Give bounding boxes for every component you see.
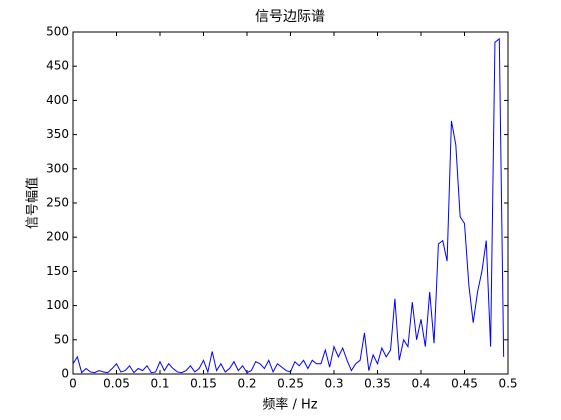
x-tick-label: 0.15 bbox=[190, 377, 217, 391]
x-tick-label: 0.35 bbox=[364, 377, 391, 391]
x-tick-label: 0.05 bbox=[103, 377, 130, 391]
y-tick-label: 350 bbox=[46, 127, 69, 141]
y-axis-label: 信号幅值 bbox=[25, 177, 41, 229]
y-tick-label: 200 bbox=[46, 230, 69, 244]
x-tick-label: 0.2 bbox=[237, 377, 256, 391]
y-tick-label: 400 bbox=[46, 93, 69, 107]
x-tick-label: 0.25 bbox=[277, 377, 304, 391]
y-tick-label: 50 bbox=[54, 332, 69, 346]
x-tick-label: 0.1 bbox=[150, 377, 169, 391]
y-tick-label: 0 bbox=[61, 367, 69, 381]
y-tick-label: 250 bbox=[46, 196, 69, 210]
x-tick-label: 0.4 bbox=[411, 377, 430, 391]
y-tick-label: 500 bbox=[46, 25, 69, 39]
x-tick-label: 0.45 bbox=[451, 377, 478, 391]
x-axis-label: 频率 / Hz bbox=[262, 397, 317, 413]
y-tick-label: 100 bbox=[46, 298, 69, 312]
data-line bbox=[72, 37, 505, 374]
y-tick-label: 300 bbox=[46, 161, 69, 175]
chart-title: 信号边际谱 bbox=[255, 9, 325, 25]
y-tick-label: 150 bbox=[46, 264, 69, 278]
y-tick-label: 450 bbox=[46, 59, 69, 73]
x-tick-label: 0.5 bbox=[498, 377, 517, 391]
x-tick-label: 0.3 bbox=[324, 377, 343, 391]
x-tick-label: 0 bbox=[69, 377, 77, 391]
